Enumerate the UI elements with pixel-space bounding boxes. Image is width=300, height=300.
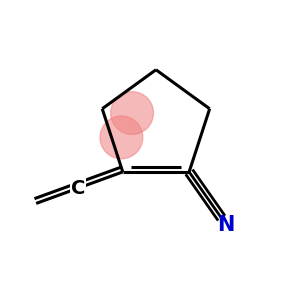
Text: N: N (218, 215, 235, 235)
Circle shape (111, 92, 154, 134)
Text: C: C (71, 179, 85, 198)
Circle shape (100, 116, 143, 159)
